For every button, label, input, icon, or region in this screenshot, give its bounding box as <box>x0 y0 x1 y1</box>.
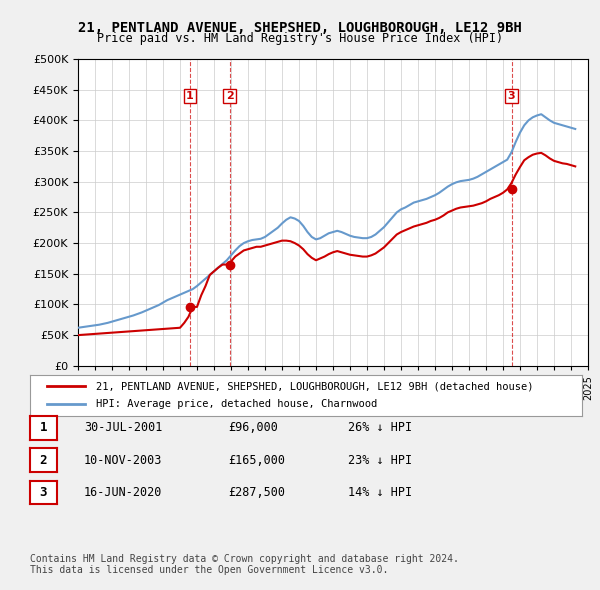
Text: 21, PENTLAND AVENUE, SHEPSHED, LOUGHBOROUGH, LE12 9BH: 21, PENTLAND AVENUE, SHEPSHED, LOUGHBORO… <box>78 21 522 35</box>
Text: 21, PENTLAND AVENUE, SHEPSHED, LOUGHBOROUGH, LE12 9BH (detached house): 21, PENTLAND AVENUE, SHEPSHED, LOUGHBORO… <box>96 381 534 391</box>
Text: 14% ↓ HPI: 14% ↓ HPI <box>348 486 412 499</box>
Text: £96,000: £96,000 <box>228 421 278 434</box>
Text: 30-JUL-2001: 30-JUL-2001 <box>84 421 163 434</box>
Text: 23% ↓ HPI: 23% ↓ HPI <box>348 454 412 467</box>
Text: 16-JUN-2020: 16-JUN-2020 <box>84 486 163 499</box>
Text: 3: 3 <box>508 91 515 101</box>
Text: £287,500: £287,500 <box>228 486 285 499</box>
Text: 2: 2 <box>40 454 47 467</box>
Text: £165,000: £165,000 <box>228 454 285 467</box>
Text: 26% ↓ HPI: 26% ↓ HPI <box>348 421 412 434</box>
Text: Price paid vs. HM Land Registry's House Price Index (HPI): Price paid vs. HM Land Registry's House … <box>97 32 503 45</box>
Text: 2: 2 <box>226 91 233 101</box>
Text: HPI: Average price, detached house, Charnwood: HPI: Average price, detached house, Char… <box>96 399 377 409</box>
Text: Contains HM Land Registry data © Crown copyright and database right 2024.
This d: Contains HM Land Registry data © Crown c… <box>30 553 459 575</box>
Text: 10-NOV-2003: 10-NOV-2003 <box>84 454 163 467</box>
Text: 1: 1 <box>40 421 47 434</box>
Text: 3: 3 <box>40 486 47 499</box>
Text: 1: 1 <box>186 91 194 101</box>
